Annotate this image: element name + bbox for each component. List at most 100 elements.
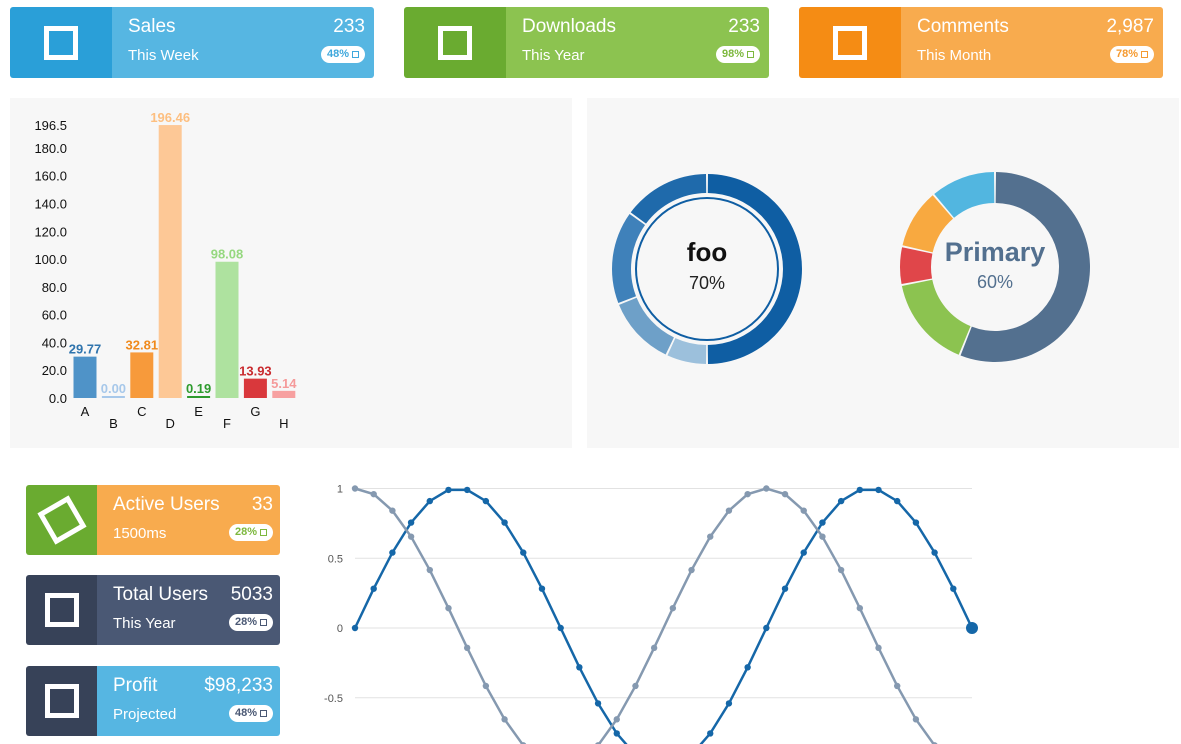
series-point[interactable] [707,533,714,540]
series-point[interactable] [875,644,882,652]
series-point[interactable] [389,507,396,514]
series-point[interactable] [389,549,396,556]
badge-label: 48% [234,707,257,719]
stat-card-title: Comments [917,16,1009,37]
bar[interactable] [158,125,182,398]
series-point[interactable] [894,682,901,690]
series-point[interactable] [819,519,826,526]
series-point[interactable] [482,682,490,690]
series-point[interactable] [966,622,978,634]
x-tick-label: G [250,404,260,419]
series-point[interactable] [912,519,920,526]
side-card-body: Profit $98,233 Projected 48% [97,666,280,736]
series-point[interactable] [669,604,677,612]
side-card-profit[interactable]: Profit $98,233 Projected 48% [26,666,280,736]
donut-slice[interactable] [630,174,707,224]
bar[interactable] [187,396,211,398]
series-point[interactable] [931,549,938,556]
series-point[interactable] [370,490,377,498]
series-point[interactable] [781,585,789,592]
series-point[interactable] [725,700,733,707]
bar[interactable] [215,261,239,398]
donut-slice[interactable] [902,195,954,253]
series-point[interactable] [501,519,508,526]
series-point[interactable] [856,604,864,612]
series-point[interactable] [613,716,620,723]
series-point[interactable] [856,486,864,494]
donut-slice[interactable] [612,213,646,304]
y-tick-label: 100.0 [34,252,67,267]
series-point[interactable] [800,549,807,556]
y-tick-label: 196.5 [34,118,67,133]
series-point[interactable] [370,585,377,592]
series-point[interactable] [781,490,789,498]
stat-card-icon-box [404,7,506,78]
donut-slice[interactable] [960,172,1090,362]
stat-card-value: 233 [333,16,365,37]
series-point[interactable] [557,624,564,632]
y-tick-label: 0.5 [328,553,343,565]
series-point[interactable] [445,604,452,612]
series-point[interactable] [763,485,770,492]
series-point[interactable] [407,533,415,540]
square-icon [438,25,472,60]
series-point[interactable] [576,664,583,671]
bar[interactable] [243,378,267,398]
series-point[interactable] [744,490,751,498]
badge-label: 78% [1115,48,1138,60]
series-point[interactable] [538,585,546,592]
donut-slice[interactable] [934,172,995,218]
bar[interactable] [101,396,125,398]
series-point[interactable] [894,497,901,505]
donut-slice[interactable] [900,247,933,285]
bar[interactable] [130,352,154,398]
series-point[interactable] [426,497,433,505]
side-card-active-users[interactable]: Active Users 33 1500ms 28% [26,485,280,555]
series-point[interactable] [501,716,508,723]
donut-slice[interactable] [667,338,707,364]
series-point[interactable] [837,566,845,574]
bar-value-label: 0.00 [101,381,126,396]
series-point[interactable] [632,682,639,690]
series-point[interactable] [837,497,845,505]
series-point[interactable] [707,730,714,737]
donut-slice[interactable] [707,174,802,364]
series-point[interactable] [463,486,471,494]
donut-slice[interactable] [901,279,971,355]
bar[interactable] [272,390,296,398]
series-point[interactable] [613,730,620,737]
bar[interactable] [73,356,97,398]
series-point[interactable] [725,507,733,514]
series-point[interactable] [426,566,433,574]
series-point[interactable] [482,497,490,505]
series-point[interactable] [407,519,415,526]
series-point[interactable] [950,585,957,592]
x-tick-label: C [137,404,146,419]
stat-card-sales[interactable]: Sales 233 This Week 48% [10,7,374,78]
side-card-icon-box [26,666,97,736]
donut-slice[interactable] [619,297,674,355]
series-point[interactable] [445,486,452,494]
series-point[interactable] [463,644,471,652]
y-tick-label: 140.0 [34,196,67,211]
square-icon [260,529,267,536]
stat-card-downloads[interactable]: Downloads 233 This Year 98% [404,7,769,78]
series-point[interactable] [594,700,602,707]
series-point[interactable] [351,485,359,492]
series-point[interactable] [819,533,826,540]
side-card-subtitle: 1500ms [113,525,167,542]
stat-card-body: Sales 233 This Week 48% [112,7,374,78]
square-icon [747,51,754,58]
series-point[interactable] [800,507,807,514]
series-point[interactable] [875,486,882,494]
stat-card-icon-box [799,7,901,78]
series-point[interactable] [763,624,770,632]
series-point[interactable] [520,549,527,556]
series-point[interactable] [650,644,658,652]
side-card-total-users[interactable]: Total Users 5033 This Year 28% [26,575,280,645]
series-point[interactable] [912,716,920,723]
series-point[interactable] [351,624,359,632]
series-point[interactable] [744,664,751,671]
series-point[interactable] [688,566,695,574]
stat-card-comments[interactable]: Comments 2,987 This Month 78% [799,7,1163,78]
